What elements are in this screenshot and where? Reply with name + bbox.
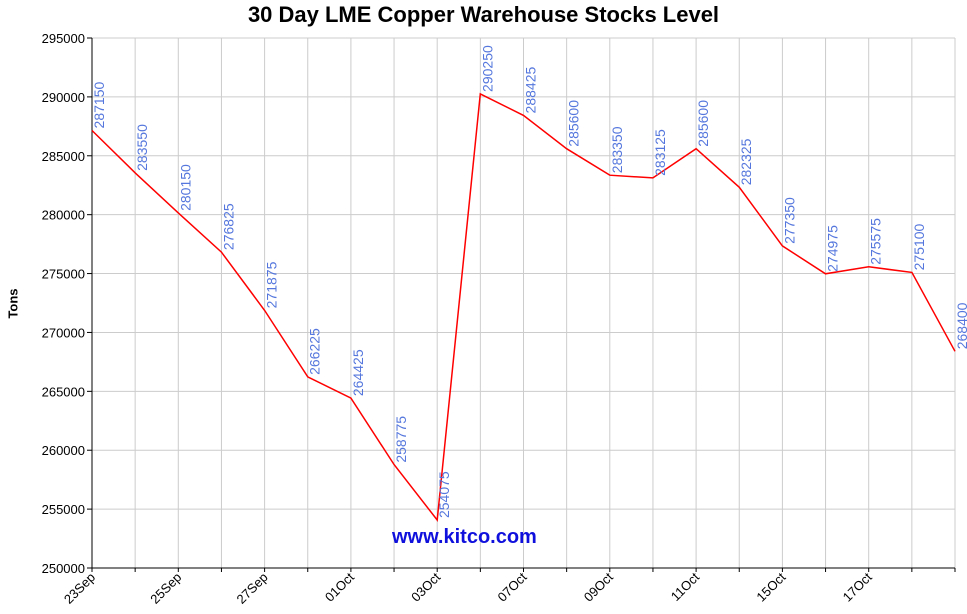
data-label: 275575 <box>868 218 884 265</box>
x-tick-label: 17Oct <box>840 569 875 604</box>
y-tick-label: 260000 <box>42 443 85 458</box>
series-line <box>91 92 956 522</box>
data-label: 282325 <box>738 138 754 185</box>
series-polyline <box>91 92 956 522</box>
chart-title: 30 Day LME Copper Warehouse Stocks Level <box>247 2 720 27</box>
y-tick-label: 275000 <box>42 267 85 282</box>
data-label: 276825 <box>220 203 236 250</box>
y-tick-label: 295000 <box>42 31 85 46</box>
data-label: 283125 <box>652 129 668 176</box>
x-tick-label: 25Sep <box>147 570 184 607</box>
data-label: 275100 <box>911 223 927 270</box>
data-labels: 287150 283550 280150 276825 271875 266225 2644… <box>91 45 967 518</box>
axes <box>87 37 956 572</box>
data-label: 283350 <box>609 126 625 173</box>
y-tick-label: 285000 <box>42 149 85 164</box>
data-label: 283550 <box>134 124 150 171</box>
y-tick-labels: 250000 255000 260000 265000 270000 275000 2800… <box>42 31 85 576</box>
watermark-link[interactable]: www.kitco.com <box>392 526 537 548</box>
data-label: 268400 <box>954 302 967 349</box>
x-tick-label: 27Sep <box>234 570 271 607</box>
x-tick-label: 09Oct <box>581 569 616 604</box>
data-label: 280150 <box>177 164 193 211</box>
y-tick-label: 265000 <box>42 384 85 399</box>
data-label: 287150 <box>91 82 107 129</box>
x-tick-labels: 23Sep 25Sep 27Sep 01Oct 03Oct 07Oct 09Oct 11Oct… <box>61 569 875 606</box>
y-tick-label: 270000 <box>42 325 85 340</box>
data-label: 258775 <box>393 416 409 463</box>
x-tick-label: 11Oct <box>668 569 703 604</box>
y-tick-label: 290000 <box>42 90 85 105</box>
x-tick-label: 15Oct <box>753 569 788 604</box>
data-label: 288425 <box>523 67 539 114</box>
data-label: 290250 <box>479 45 495 92</box>
data-label: 271875 <box>264 261 280 308</box>
y-tick-label: 280000 <box>42 208 85 223</box>
x-tick-label: 01Oct <box>322 569 357 604</box>
data-label: 254075 <box>436 471 452 518</box>
y-tick-label: 255000 <box>42 502 85 517</box>
data-label: 264425 <box>350 349 366 396</box>
y-tick-label: 250000 <box>42 561 85 576</box>
grid-lines <box>91 37 956 569</box>
data-label: 266225 <box>307 328 323 375</box>
data-label: 274975 <box>825 225 841 272</box>
data-label: 285600 <box>566 100 582 147</box>
x-tick-label: 03Oct <box>408 569 443 604</box>
data-label: 285600 <box>695 100 711 147</box>
data-label: 277350 <box>781 197 797 244</box>
x-tick-label: 07Oct <box>494 569 529 604</box>
